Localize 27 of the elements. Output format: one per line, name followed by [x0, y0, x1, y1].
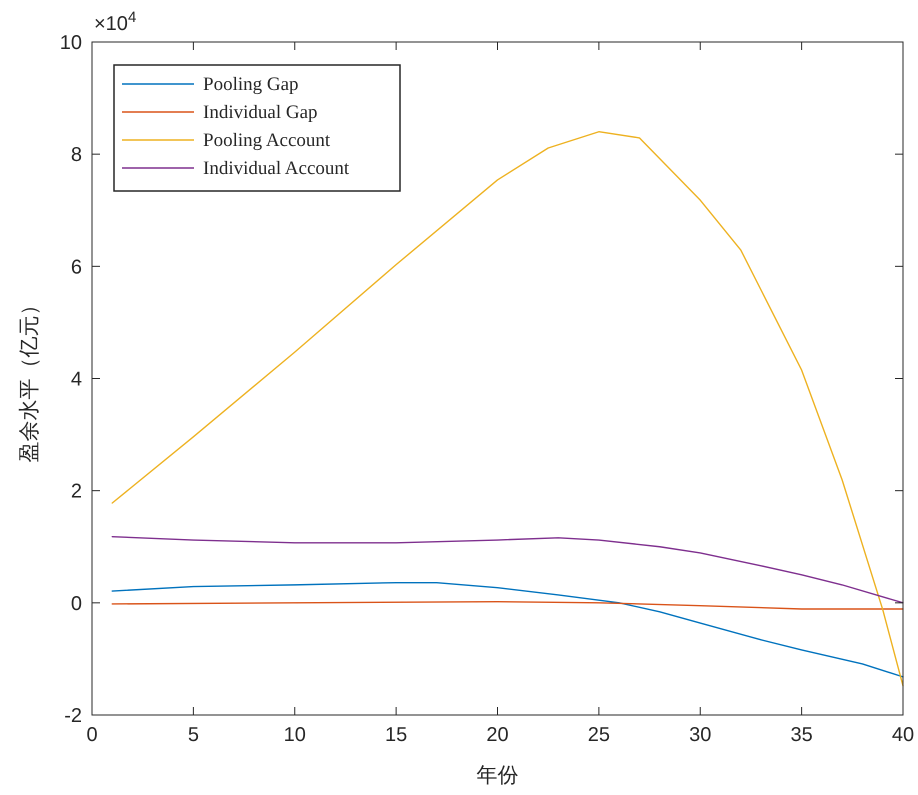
- legend-label: Individual Account: [203, 158, 350, 179]
- line-series: [112, 582, 904, 678]
- x-tick-label: 0: [86, 724, 98, 746]
- x-tick-label: 15: [385, 724, 408, 746]
- line-series: [112, 131, 904, 687]
- legend-label: Pooling Gap: [203, 74, 299, 95]
- x-tick-label: 20: [486, 724, 509, 746]
- y-tick-label: 2: [70, 480, 82, 503]
- y-tick-label: 4: [70, 368, 82, 390]
- y-tick-label: 0: [70, 592, 82, 615]
- y-tick-label: 10: [60, 32, 82, 54]
- line-series: [112, 601, 904, 610]
- x-tick-label: 30: [689, 724, 712, 746]
- x-tick-label: 10: [284, 724, 306, 746]
- legend-label: Pooling Account: [203, 130, 331, 151]
- x-tick-label: 25: [588, 724, 610, 746]
- y-tick-label: 6: [70, 256, 82, 278]
- y-tick-label: 8: [70, 144, 82, 166]
- y-axis-title: 盈余水平（亿元）: [17, 294, 41, 462]
- x-tick-label: 5: [188, 724, 199, 746]
- legend-label: Individual Gap: [203, 102, 318, 123]
- x-tick-label: 40: [892, 724, 914, 746]
- x-tick-label: 35: [790, 724, 813, 746]
- line-series: [112, 536, 904, 604]
- text: ×10$^{4}$: [94, 8, 136, 35]
- y-tick-label: -2: [64, 705, 82, 727]
- x-axis-title: 年份: [476, 763, 518, 787]
